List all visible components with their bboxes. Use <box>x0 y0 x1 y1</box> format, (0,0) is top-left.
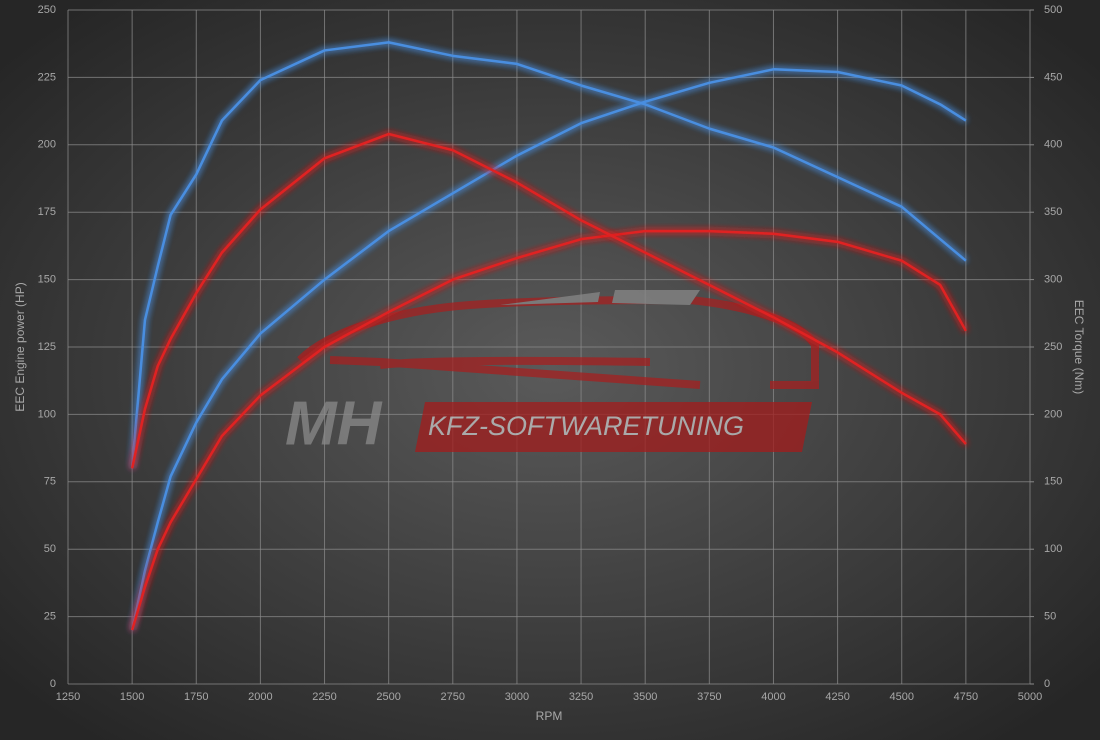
x-tick-label: 3750 <box>697 691 721 703</box>
x-tick-label: 3250 <box>569 691 593 703</box>
line-series <box>130 41 967 469</box>
line-series <box>130 229 967 631</box>
y2-tick-label: 50 <box>1044 611 1056 623</box>
x-tick-label: 4000 <box>761 691 785 703</box>
y2-axis-title: EEC Torque (Nm) <box>1072 300 1086 394</box>
y-tick-label: 75 <box>44 476 56 488</box>
watermark: MH KFZ-SOFTWARETUNING <box>285 290 819 458</box>
y-tick-label: 100 <box>38 408 56 420</box>
y2-tick-label: 300 <box>1044 274 1062 286</box>
y-tick-label: 0 <box>50 678 56 690</box>
x-tick-label: 1500 <box>120 691 144 703</box>
watermark-text: KFZ-SOFTWARETUNING <box>428 411 744 441</box>
x-axis-title: RPM <box>536 709 563 723</box>
x-tick-label: 4500 <box>889 691 913 703</box>
y-axis-title: EEC Engine power (HP) <box>13 282 27 411</box>
x-tick-label: 2500 <box>376 691 400 703</box>
y-tick-label: 250 <box>38 4 56 16</box>
watermark-band <box>415 402 812 452</box>
y-tick-label: 50 <box>44 543 56 555</box>
x-tick-label: 1250 <box>56 691 80 703</box>
y2-tick-label: 150 <box>1044 476 1062 488</box>
y-tick-label: 125 <box>38 341 56 353</box>
x-tick-label: 5000 <box>1018 691 1042 703</box>
x-tick-label: 2000 <box>248 691 272 703</box>
plot <box>130 41 967 631</box>
y2-tick-label: 250 <box>1044 341 1062 353</box>
x-tick-label: 4750 <box>954 691 978 703</box>
line-series <box>130 68 967 631</box>
line-series <box>130 132 967 469</box>
y2-tick-label: 100 <box>1044 543 1062 555</box>
car-window <box>500 290 700 305</box>
x-tick-label: 1750 <box>184 691 208 703</box>
y-tick-label: 150 <box>38 274 56 286</box>
x-tick-label: 3500 <box>633 691 657 703</box>
y2-tick-label: 500 <box>1044 4 1062 16</box>
x-tick-label: 2250 <box>312 691 336 703</box>
y2-tick-label: 450 <box>1044 71 1062 83</box>
y2-tick-label: 200 <box>1044 408 1062 420</box>
y-tick-label: 25 <box>44 611 56 623</box>
x-tick-label: 3000 <box>505 691 529 703</box>
y-tick-label: 175 <box>38 206 56 218</box>
y2-tick-label: 400 <box>1044 139 1062 151</box>
x-tick-label: 2750 <box>441 691 465 703</box>
y2-tick-label: 350 <box>1044 206 1062 218</box>
watermark-mh: MH <box>285 389 383 458</box>
y-tick-label: 225 <box>38 71 56 83</box>
x-tick-label: 4250 <box>825 691 849 703</box>
y-tick-label: 200 <box>38 139 56 151</box>
y2-tick-label: 0 <box>1044 678 1050 690</box>
